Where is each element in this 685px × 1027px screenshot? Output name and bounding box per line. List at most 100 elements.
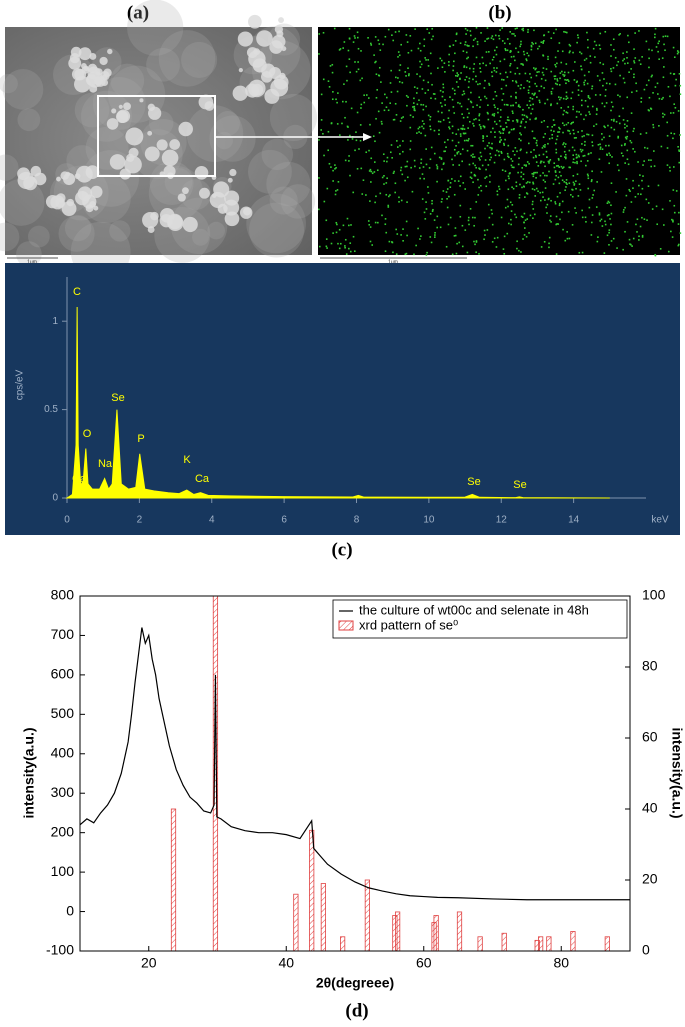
dot <box>531 108 534 110</box>
dot <box>589 61 592 64</box>
dot <box>563 150 566 153</box>
dot <box>585 221 587 223</box>
dot <box>562 166 565 168</box>
dot <box>556 80 559 82</box>
dot <box>391 157 393 159</box>
dot <box>475 241 478 243</box>
dot <box>468 138 470 140</box>
dot <box>472 106 474 108</box>
dot <box>626 96 629 99</box>
dot <box>527 54 530 57</box>
dot <box>588 97 591 100</box>
particle <box>251 83 264 96</box>
peak-label: Ca <box>72 473 87 485</box>
dot <box>370 181 372 183</box>
dot <box>491 212 493 215</box>
dot <box>538 154 541 157</box>
dot <box>553 124 555 126</box>
dot <box>473 174 476 177</box>
dot <box>550 104 552 107</box>
dot <box>381 176 384 179</box>
dot <box>579 148 582 151</box>
dot <box>515 119 518 121</box>
y2-tick-label: 40 <box>642 800 658 816</box>
dot <box>336 223 338 226</box>
dot <box>482 135 485 138</box>
dot <box>626 51 628 53</box>
dot <box>512 120 514 122</box>
dot <box>622 77 625 80</box>
dot <box>356 111 359 114</box>
dot <box>452 44 455 46</box>
dot <box>348 160 350 162</box>
dot <box>455 32 458 35</box>
dot <box>475 166 477 169</box>
dot <box>505 179 507 182</box>
dot <box>429 213 432 215</box>
dot <box>480 155 483 158</box>
dot <box>557 159 560 161</box>
blur-spot <box>2 69 44 110</box>
dot <box>354 149 356 152</box>
dot <box>627 163 630 166</box>
dot <box>547 160 550 163</box>
particle <box>159 214 173 228</box>
dot <box>440 201 443 203</box>
dot <box>419 238 421 240</box>
dot <box>626 62 629 64</box>
dot <box>533 188 536 191</box>
dot <box>455 145 457 147</box>
dot <box>496 67 498 69</box>
dot <box>576 160 578 163</box>
dot <box>445 191 448 193</box>
panel-label: (a) <box>127 2 149 23</box>
dot <box>593 40 596 43</box>
blur-spot <box>17 108 41 132</box>
dot <box>402 228 404 230</box>
particle <box>111 108 117 114</box>
dot <box>633 48 635 50</box>
dot <box>565 123 568 126</box>
dot <box>636 218 639 221</box>
scale-bar-label: 1μm <box>27 259 37 265</box>
dot <box>577 84 580 87</box>
peak-label: Se <box>111 392 124 404</box>
blur-spot <box>170 197 228 255</box>
dot <box>464 79 466 81</box>
dot <box>484 177 486 179</box>
dot <box>511 166 514 169</box>
dot <box>466 251 469 254</box>
particle <box>61 201 77 217</box>
dot <box>456 75 459 77</box>
dot <box>454 40 457 42</box>
dot <box>473 118 475 121</box>
dot <box>417 227 419 230</box>
dot <box>369 42 372 45</box>
dot <box>419 177 421 180</box>
dot <box>466 57 468 60</box>
dot <box>526 104 529 106</box>
dot <box>602 84 604 87</box>
dot <box>581 135 584 138</box>
dot <box>442 91 444 93</box>
dot <box>533 171 535 174</box>
dot <box>654 27 657 30</box>
dot <box>522 64 524 66</box>
dot <box>471 144 474 147</box>
y-tick-label: -100 <box>46 942 74 958</box>
dot <box>494 106 496 109</box>
dot <box>596 107 598 110</box>
dot <box>472 162 475 165</box>
dot <box>534 68 537 71</box>
dot <box>493 49 496 52</box>
dot <box>562 113 565 116</box>
dot <box>558 131 561 133</box>
dot <box>413 253 415 256</box>
dot <box>611 156 613 158</box>
dot <box>461 113 463 115</box>
dot <box>485 168 487 171</box>
dot <box>591 141 594 143</box>
dot <box>521 167 524 169</box>
dot <box>679 134 681 136</box>
